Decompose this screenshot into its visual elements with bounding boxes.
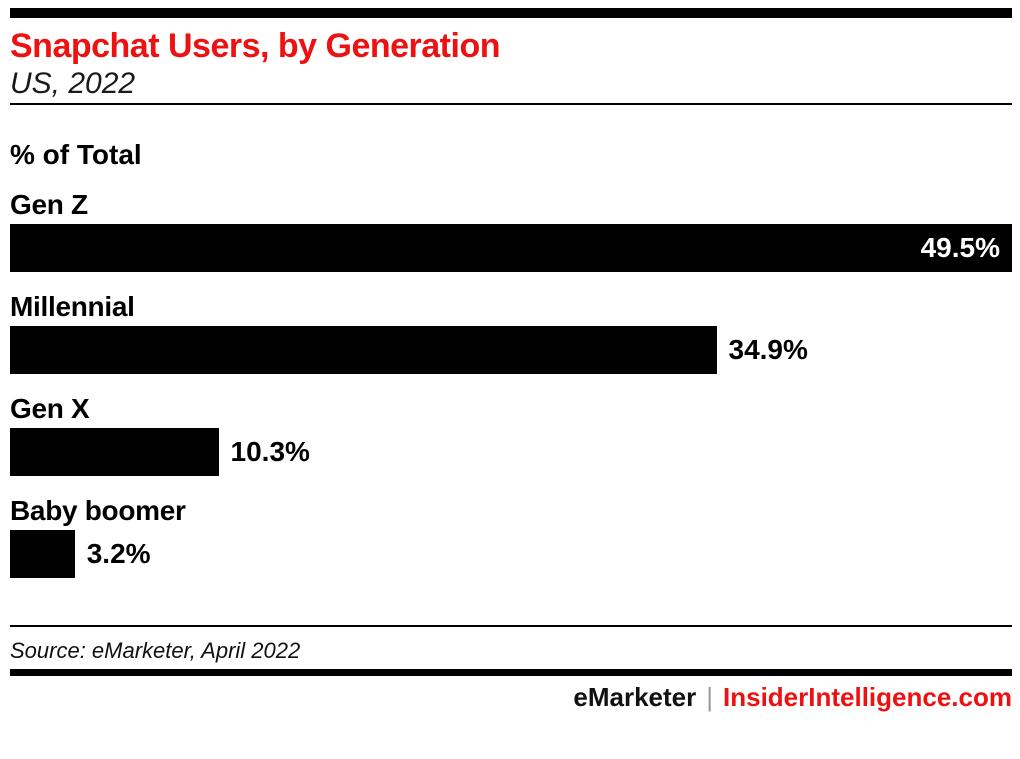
- bar-value-label-gen-x: 10.3%: [230, 436, 310, 467]
- brand-line: eMarketer | InsiderIntelligence.com: [10, 681, 1012, 713]
- top-accent-bar: [10, 8, 1012, 18]
- source-note: Source: eMarketer, April 2022: [10, 638, 301, 663]
- bar-row-baby-boomer: Baby boomer 3.2%: [10, 496, 1012, 578]
- chart-title: Snapchat Users, by Generation: [10, 27, 501, 65]
- bar-category-label-gen-z: Gen Z: [10, 189, 88, 220]
- bar-category-label-baby-boomer: Baby boomer: [10, 495, 186, 526]
- bar-row-gen-x: Gen X 10.3%: [10, 394, 1012, 476]
- bar-value-label-gen-z: 49.5%: [920, 232, 1000, 263]
- bar-category-label-gen-x: Gen X: [10, 393, 90, 424]
- bar-value-label-millennial: 34.9%: [728, 334, 808, 365]
- axis-unit-label: % of Total: [10, 139, 142, 170]
- bar-track-gen-z: 49.5%: [10, 224, 1012, 272]
- bar-gen-x: [10, 428, 219, 476]
- bar-value-label-baby-boomer: 3.2%: [86, 538, 151, 569]
- bar-row-millennial: Millennial 34.9%: [10, 292, 1012, 374]
- bar-chart: Gen Z 49.5% Millennial 34.9% Gen X 10.3% Baby …: [10, 190, 1012, 578]
- bar-track-gen-x: 10.3%: [10, 428, 1012, 476]
- brand-emarketer: eMarketer: [573, 682, 697, 712]
- brand-insiderintelligence: InsiderIntelligence.com: [723, 682, 1012, 712]
- bar-track-millennial: 34.9%: [10, 326, 1012, 374]
- chart-subtitle: US, 2022: [10, 67, 136, 100]
- brand-separator: |: [706, 682, 714, 712]
- footer-accent-bar: [10, 669, 1012, 676]
- footer-divider-thin: [10, 625, 1012, 627]
- bar-row-gen-z: Gen Z 49.5%: [10, 190, 1012, 272]
- bar-millennial: [10, 326, 717, 374]
- header-divider: [10, 103, 1012, 105]
- bar-gen-z: 49.5%: [10, 224, 1012, 272]
- bar-track-baby-boomer: 3.2%: [10, 530, 1012, 578]
- bar-category-label-millennial: Millennial: [10, 291, 135, 322]
- bar-baby-boomer: [10, 530, 75, 578]
